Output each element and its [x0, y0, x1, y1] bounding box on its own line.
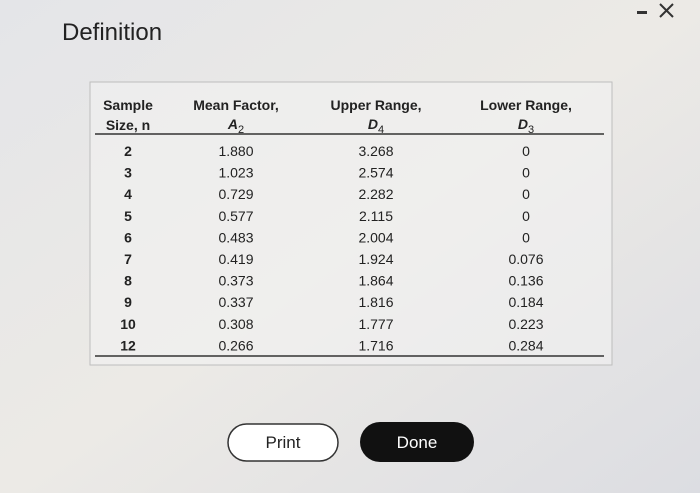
table-cell: 0.184	[508, 294, 543, 310]
table-cell: 1.816	[358, 294, 393, 310]
subscript: 4	[378, 124, 384, 136]
table-cell: 1.880	[218, 143, 253, 159]
sample-size: 4	[124, 186, 132, 202]
subscript: 2	[238, 124, 244, 136]
table-cell: 1.864	[358, 273, 393, 289]
table-cell: 0	[522, 186, 530, 202]
sample-size: 9	[124, 294, 132, 310]
done-label: Done	[397, 433, 438, 452]
table-cell: 1.924	[358, 251, 393, 267]
header-symbol: D3	[518, 116, 534, 136]
dialog-title: Definition	[62, 19, 162, 46]
header-symbol: A2	[227, 116, 244, 136]
table-cell: 0.284	[508, 337, 543, 353]
table-box	[89, 81, 613, 366]
header-symbol: D4	[368, 116, 384, 136]
subscript: 3	[528, 124, 534, 136]
symbol: A	[227, 116, 238, 132]
table-cell: 0.483	[218, 229, 253, 245]
sample-size: 12	[120, 337, 136, 353]
minimize-button[interactable]	[637, 11, 647, 14]
table-cell: 0.419	[218, 251, 253, 267]
sample-size: 5	[124, 208, 132, 224]
sample-size: 8	[124, 273, 132, 289]
sample-size: 3	[124, 165, 132, 181]
table-cell: 0.266	[218, 337, 253, 353]
table-cell: 0.076	[508, 251, 543, 267]
table-cell: 2.282	[358, 186, 393, 202]
table-cell: 2.574	[358, 165, 393, 181]
table-cell: 1.023	[218, 165, 253, 181]
close-button[interactable]	[659, 3, 674, 18]
table-cell: 0	[522, 208, 530, 224]
table-cell: 2.004	[358, 229, 393, 245]
header-text: Size, n	[106, 117, 150, 133]
print-label: Print	[266, 433, 301, 452]
table-cell: 0	[522, 229, 530, 245]
table-cell: 0.337	[218, 294, 253, 310]
header-text: Lower Range,	[480, 97, 572, 113]
symbol: D	[368, 116, 378, 132]
table-cell: 0.577	[218, 208, 253, 224]
sample-size: 2	[124, 143, 132, 159]
table-cell: 0.136	[508, 273, 543, 289]
table-cell: 0	[522, 143, 530, 159]
table-cell: 3.268	[358, 143, 393, 159]
header-text: Mean Factor,	[193, 97, 279, 113]
table-cell: 0.308	[218, 316, 253, 332]
sample-size: 7	[124, 251, 132, 267]
table-cell: 0	[522, 165, 530, 181]
table-cell: 2.115	[359, 208, 393, 224]
sample-size: 6	[124, 229, 132, 245]
table-cell: 0.223	[508, 316, 543, 332]
print-button[interactable]	[227, 423, 339, 462]
table-cell: 1.777	[358, 316, 393, 332]
table-cell: 0.373	[218, 273, 253, 289]
symbol: D	[518, 116, 528, 132]
sample-size: 10	[120, 316, 136, 332]
table-cell: 1.716	[358, 337, 393, 353]
done-button[interactable]	[360, 422, 474, 462]
header-text: Upper Range,	[330, 97, 421, 113]
table-cell: 0.729	[218, 186, 253, 202]
header-text: Sample	[103, 97, 153, 113]
